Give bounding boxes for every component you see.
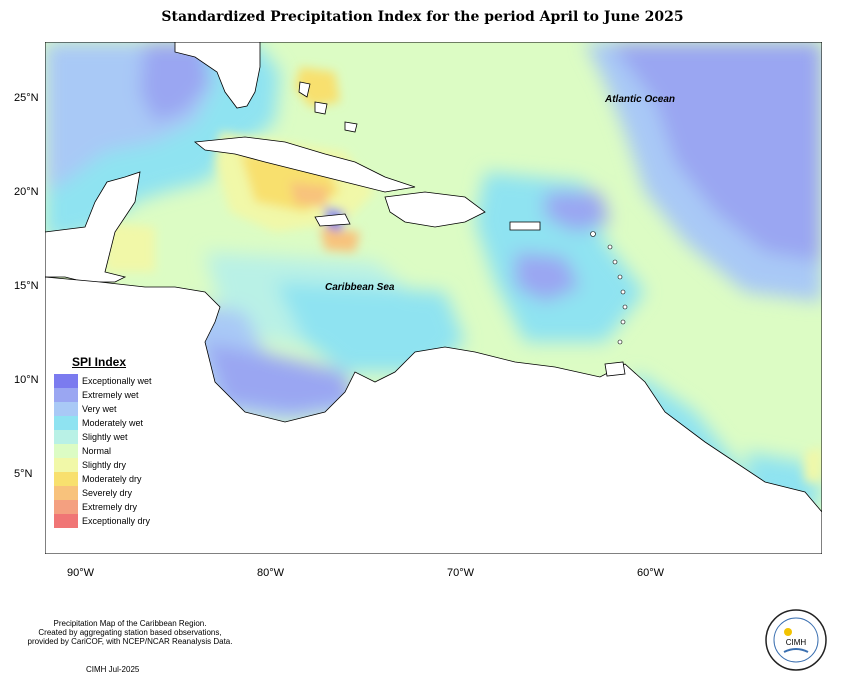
lat-label-5n: 5°N <box>14 468 33 480</box>
caribbean-sea-label: Caribbean Sea <box>325 282 395 293</box>
footer-notes: Precipitation Map of the Caribbean Regio… <box>10 619 250 646</box>
legend-item: Exceptionally wet <box>54 374 164 388</box>
footer-line-2: Created by aggregating station based obs… <box>38 628 222 637</box>
lon-label-90w: 90°W <box>67 567 95 579</box>
legend-swatch <box>54 374 78 388</box>
legend-swatch <box>54 402 78 416</box>
footer-credit: CIMH Jul-2025 <box>86 665 140 674</box>
legend-item: Extremely dry <box>54 500 164 514</box>
lesser-antilles <box>590 231 628 345</box>
legend-label: Very wet <box>82 404 117 414</box>
legend-label: Severely dry <box>82 488 133 498</box>
sun-icon <box>784 628 792 636</box>
legend-swatch <box>54 514 78 528</box>
legend-title: SPI Index <box>72 355 127 369</box>
atlantic-ocean-label: Atlantic Ocean <box>605 94 676 105</box>
legend-label: Slightly dry <box>82 460 127 470</box>
legend-swatch <box>54 458 78 472</box>
logo-text: CIMH <box>786 638 807 647</box>
legend-item: Normal <box>54 444 164 458</box>
lat-label-25n: 25°N <box>14 92 39 104</box>
legend-swatch <box>54 472 78 486</box>
lat-label-15n: 15°N <box>14 280 39 292</box>
legend-item: Extremely wet <box>54 388 164 402</box>
footer-line-3: provided by CariCOF, with NCEP/NCAR Rean… <box>27 637 233 646</box>
lon-label-60w: 60°W <box>637 567 665 579</box>
cimh-logo: CIMH <box>764 608 828 672</box>
legend-item: Slightly wet <box>54 430 164 444</box>
legend-rows: Exceptionally wet Extremely wet Very wet Mo… <box>54 374 164 528</box>
lon-label-80w: 80°W <box>257 567 285 579</box>
lon-label-70w: 70°W <box>447 567 475 579</box>
legend-item: Exceptionally dry <box>54 514 164 528</box>
legend-label: Exceptionally wet <box>82 376 152 386</box>
footer-line-1: Precipitation Map of the Caribbean Regio… <box>53 619 207 628</box>
legend-label: Exceptionally dry <box>82 516 151 526</box>
legend-item: Very wet <box>54 402 164 416</box>
lat-label-10n: 10°N <box>14 374 39 386</box>
legend-label: Extremely wet <box>82 390 139 400</box>
legend-swatch <box>54 388 78 402</box>
legend-item: Severely dry <box>54 486 164 500</box>
wave-icon <box>783 648 809 653</box>
legend-swatch <box>54 430 78 444</box>
landmass <box>45 42 822 554</box>
spi-map <box>45 42 822 554</box>
map-area: Atlantic Ocean Caribbean Sea <box>45 42 822 554</box>
legend-label: Slightly wet <box>82 432 128 442</box>
legend-label: Extremely dry <box>82 502 138 512</box>
legend-label: Moderately wet <box>82 418 144 428</box>
legend-swatch <box>54 416 78 430</box>
map-title: Standardized Precipitation Index for the… <box>161 9 684 25</box>
legend-item: Slightly dry <box>54 458 164 472</box>
legend-swatch <box>54 486 78 500</box>
legend-label: Normal <box>82 446 112 456</box>
legend-item: Moderately dry <box>54 472 164 486</box>
legend-swatch <box>54 500 78 514</box>
legend-swatch <box>54 444 78 458</box>
legend-label: Moderately dry <box>82 474 142 484</box>
spi-legend: SPI Index Exceptionally wet Extremely wet… <box>54 355 164 528</box>
legend-item: Moderately wet <box>54 416 164 430</box>
lat-label-20n: 20°N <box>14 186 39 198</box>
